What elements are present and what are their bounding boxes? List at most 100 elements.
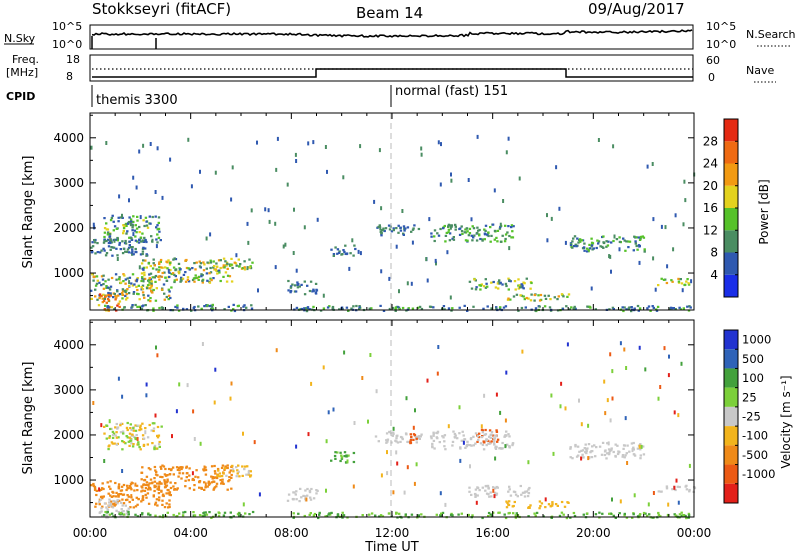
velocity-speckle <box>566 342 569 347</box>
velocity-cell <box>146 488 150 491</box>
velocity-cell <box>157 434 161 437</box>
power-speckle <box>440 142 442 147</box>
power-cell <box>114 298 117 301</box>
power-cell <box>228 263 232 266</box>
velocity-cell <box>154 469 157 472</box>
power-cell <box>623 239 626 242</box>
power-cell <box>132 220 135 223</box>
velocity-cell <box>304 489 307 492</box>
velocity-cell <box>232 515 235 518</box>
power-cell <box>236 305 240 308</box>
power-cell <box>553 296 556 299</box>
power-cell <box>478 284 481 287</box>
power-cell <box>646 307 649 310</box>
power-cell <box>116 239 119 242</box>
power-cell <box>114 294 117 298</box>
power-cell <box>508 234 511 238</box>
power-cell <box>109 292 112 295</box>
velocity-cell <box>482 448 486 451</box>
power-cell <box>334 246 337 249</box>
power-cell <box>665 281 669 285</box>
velocity-cell <box>217 511 220 514</box>
velocity-cell <box>633 453 636 456</box>
velocity-speckle <box>667 502 670 507</box>
power-cell <box>119 248 122 251</box>
power-cell <box>143 271 146 274</box>
power-cell <box>126 296 129 299</box>
velocity-cell <box>605 457 608 460</box>
power-cell <box>191 267 194 270</box>
velocity-cell <box>231 464 234 467</box>
power-cell <box>167 288 170 291</box>
velocity-cell <box>213 486 217 489</box>
power-cell <box>394 307 397 310</box>
power-cell <box>143 277 147 280</box>
velocity-cell <box>116 500 119 503</box>
power-cell <box>672 307 675 310</box>
power-cell <box>630 310 633 313</box>
power-cell <box>447 307 451 310</box>
velocity-cell <box>386 438 390 441</box>
velocity-cell <box>435 513 438 516</box>
power-cell <box>507 297 510 300</box>
power-cell <box>132 292 135 295</box>
power-cell <box>295 306 299 309</box>
power-cell <box>394 306 398 309</box>
power-cell <box>383 229 386 233</box>
velocity-cell <box>392 432 395 436</box>
velocity-cell <box>160 425 163 428</box>
power-cell <box>115 296 118 299</box>
velocity-cell <box>595 446 598 449</box>
power-cell <box>109 294 112 297</box>
velocity-cell <box>680 514 683 517</box>
velocity-cell <box>127 513 130 516</box>
power-cell <box>141 291 145 294</box>
velocity-cell <box>149 478 153 481</box>
velocity-cell <box>485 439 488 442</box>
velocity-cell <box>503 513 506 516</box>
power-cell <box>130 237 133 240</box>
power-speckle <box>555 165 558 170</box>
power-speckle <box>435 261 437 266</box>
power-cell <box>199 262 203 265</box>
velocity-cell <box>119 422 122 425</box>
power-cell <box>136 277 139 280</box>
velocity-speckle <box>403 490 406 495</box>
velocity-cell <box>94 505 97 508</box>
velocity-cell <box>141 498 144 501</box>
velocity-cell <box>126 487 129 490</box>
power-ytick-label: 1000 <box>53 266 84 280</box>
power-cell <box>226 267 229 270</box>
power-cell <box>179 278 183 281</box>
velocity-cell <box>145 481 149 484</box>
power-cell <box>185 308 189 311</box>
freq-trace <box>92 68 693 78</box>
power-cell <box>219 266 222 270</box>
velocity-cell <box>153 446 156 449</box>
power-cell <box>129 218 133 221</box>
velocity-cell <box>325 515 329 518</box>
velocity-cell <box>161 503 164 506</box>
velocity-cell <box>157 492 161 495</box>
power-cell <box>433 229 437 232</box>
power-cell <box>248 266 251 269</box>
power-cell <box>677 280 681 283</box>
power-cell <box>142 240 145 243</box>
velocity-cell <box>400 436 404 439</box>
power-speckle <box>324 145 327 149</box>
power-cell <box>358 308 361 311</box>
power-cell <box>443 308 446 311</box>
velocity-cell <box>585 449 588 452</box>
velocity-cell <box>292 516 295 519</box>
power-cell <box>118 241 121 245</box>
velocity-cell <box>490 430 494 434</box>
velocity-cell <box>481 429 484 432</box>
power-cell <box>602 235 605 238</box>
power-cell <box>249 265 252 268</box>
velocity-cell <box>420 513 423 516</box>
power-cell <box>590 245 593 248</box>
power-cell <box>186 278 190 281</box>
velocity-cell <box>126 436 129 439</box>
velocity-cell <box>494 447 498 450</box>
power-colorbar-swatch <box>724 119 738 142</box>
